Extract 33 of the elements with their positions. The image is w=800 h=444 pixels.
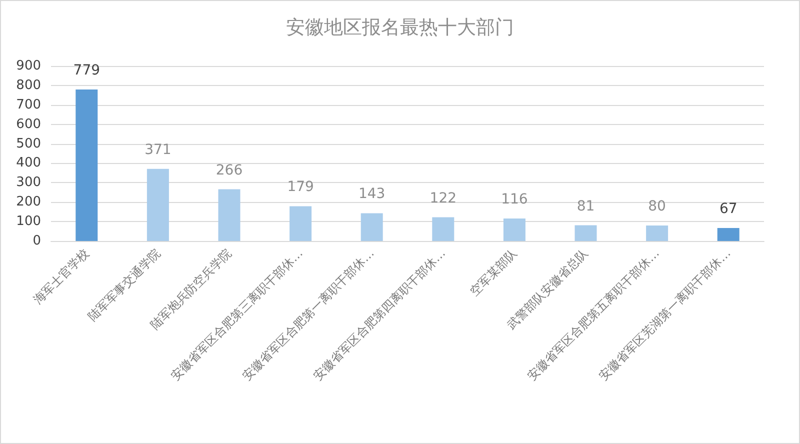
data-label: 81 [576,198,595,214]
data-label: 779 [73,62,100,79]
data-label: 143 [358,186,386,202]
bar [574,225,597,241]
data-label: 122 [430,190,457,206]
bar [76,90,98,241]
y-tick-label: 500 [16,136,41,152]
y-tick-label: 300 [16,175,41,190]
y-tick-label: 900 [16,58,41,74]
x-tick-label: 空军某部队 [467,246,520,298]
bar [646,225,668,241]
data-label: 80 [648,198,666,214]
data-label: 116 [501,191,528,208]
chart-title: 安徽地区报名最热十大部门 [286,16,514,38]
data-label: 67 [719,200,738,217]
data-label: 179 [287,179,314,196]
bar [503,218,526,241]
x-tick-label: 海军士官学校 [30,246,92,307]
bar [146,168,169,241]
y-tick-label: 800 [16,78,41,93]
bar [360,213,383,241]
bar [432,217,454,241]
y-tick-label: 100 [16,214,41,230]
y-tick-label: 200 [16,194,41,210]
bar [218,189,240,241]
data-label: 266 [216,162,243,178]
bar [290,206,312,241]
data-label: 371 [144,142,172,158]
y-tick-label: 700 [16,97,41,112]
y-tick-label: 400 [16,156,41,171]
bar [717,228,740,241]
y-tick-label: 600 [16,116,41,132]
y-tick-label: 0 [32,234,41,248]
